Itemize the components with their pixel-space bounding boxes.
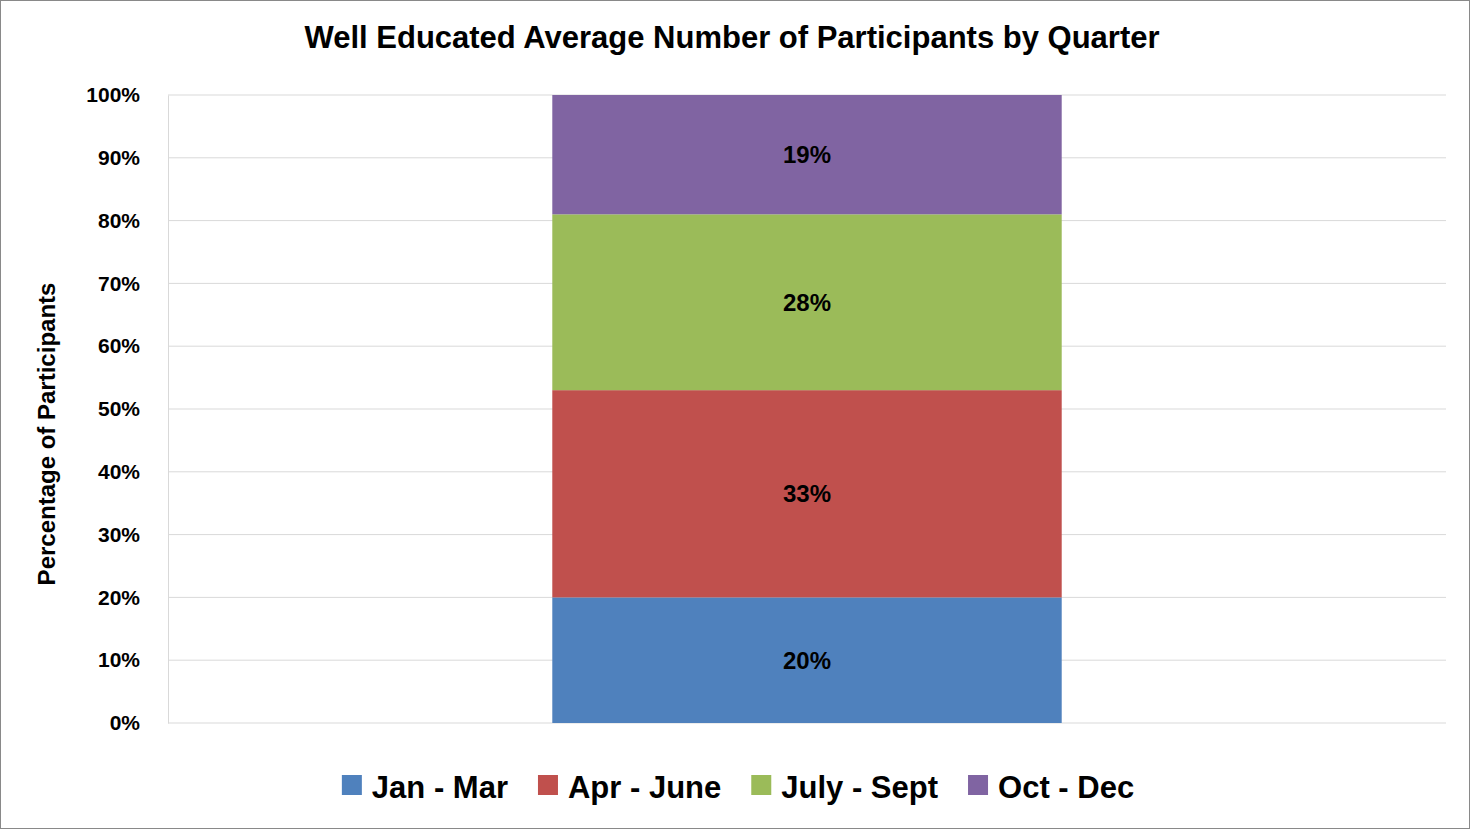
y-axis: 0% 10% 20% 30% 40% 50% 60% 70% 80% 90% 100% [86, 83, 168, 734]
bar-segment [552, 95, 1061, 214]
data-label: 20% [783, 647, 831, 674]
bars [552, 95, 1061, 723]
legend-swatch [538, 775, 558, 795]
tick: 40% [98, 460, 168, 483]
bar-segment [552, 390, 1061, 597]
data-label: 19% [783, 141, 831, 168]
title: Well Educated Average Number of Particip… [304, 20, 1159, 55]
tick: 70% [98, 272, 168, 295]
legend-swatch [968, 775, 988, 795]
legend-item: Oct - Dec [968, 770, 1134, 805]
tick-label: 50% [98, 397, 140, 420]
chart: Well Educated Average Number of Particip… [0, 0, 1470, 829]
bar-segment [552, 597, 1061, 723]
tick: 80% [98, 209, 168, 232]
frame [1, 1, 1470, 829]
tick: 20% [98, 586, 168, 609]
tick-label: 20% [98, 586, 140, 609]
tick: 90% [98, 146, 168, 169]
tick-label: 30% [98, 523, 140, 546]
axis-line [168, 96, 169, 724]
legend-swatch [751, 775, 771, 795]
tick-label: 10% [98, 648, 140, 671]
tick: 50% [98, 397, 168, 420]
bar-segment [552, 214, 1061, 390]
legend-label: Oct - Dec [998, 770, 1134, 805]
tick-label: 90% [98, 146, 140, 169]
tick-label: 70% [98, 272, 140, 295]
legend: Jan - Mar Apr - June July - Sept Oct - Dec [342, 770, 1134, 805]
tick: 10% [98, 648, 168, 671]
legend-label: Jan - Mar [372, 770, 508, 805]
legend-item: Apr - June [538, 770, 721, 805]
tick: 0% [110, 711, 168, 734]
tick: 30% [98, 523, 168, 546]
data-label: 28% [783, 289, 831, 316]
grid [168, 95, 1446, 723]
data-labels: 20% 33% 28% 19% [783, 141, 831, 674]
tick-label: 100% [86, 83, 140, 106]
tick-label: 80% [98, 209, 140, 232]
axis-title: Percentage of Participants [33, 283, 60, 586]
tick: 60% [98, 334, 168, 357]
tick-label: 0% [110, 711, 141, 734]
tick-label: 40% [98, 460, 140, 483]
legend-swatch [342, 775, 362, 795]
tick: 100% [86, 83, 168, 106]
data-label: 33% [783, 480, 831, 507]
legend-label: July - Sept [781, 770, 938, 805]
legend-item: Jan - Mar [342, 770, 508, 805]
tick-label: 60% [98, 334, 140, 357]
legend-label: Apr - June [568, 770, 721, 805]
legend-item: July - Sept [751, 770, 938, 805]
